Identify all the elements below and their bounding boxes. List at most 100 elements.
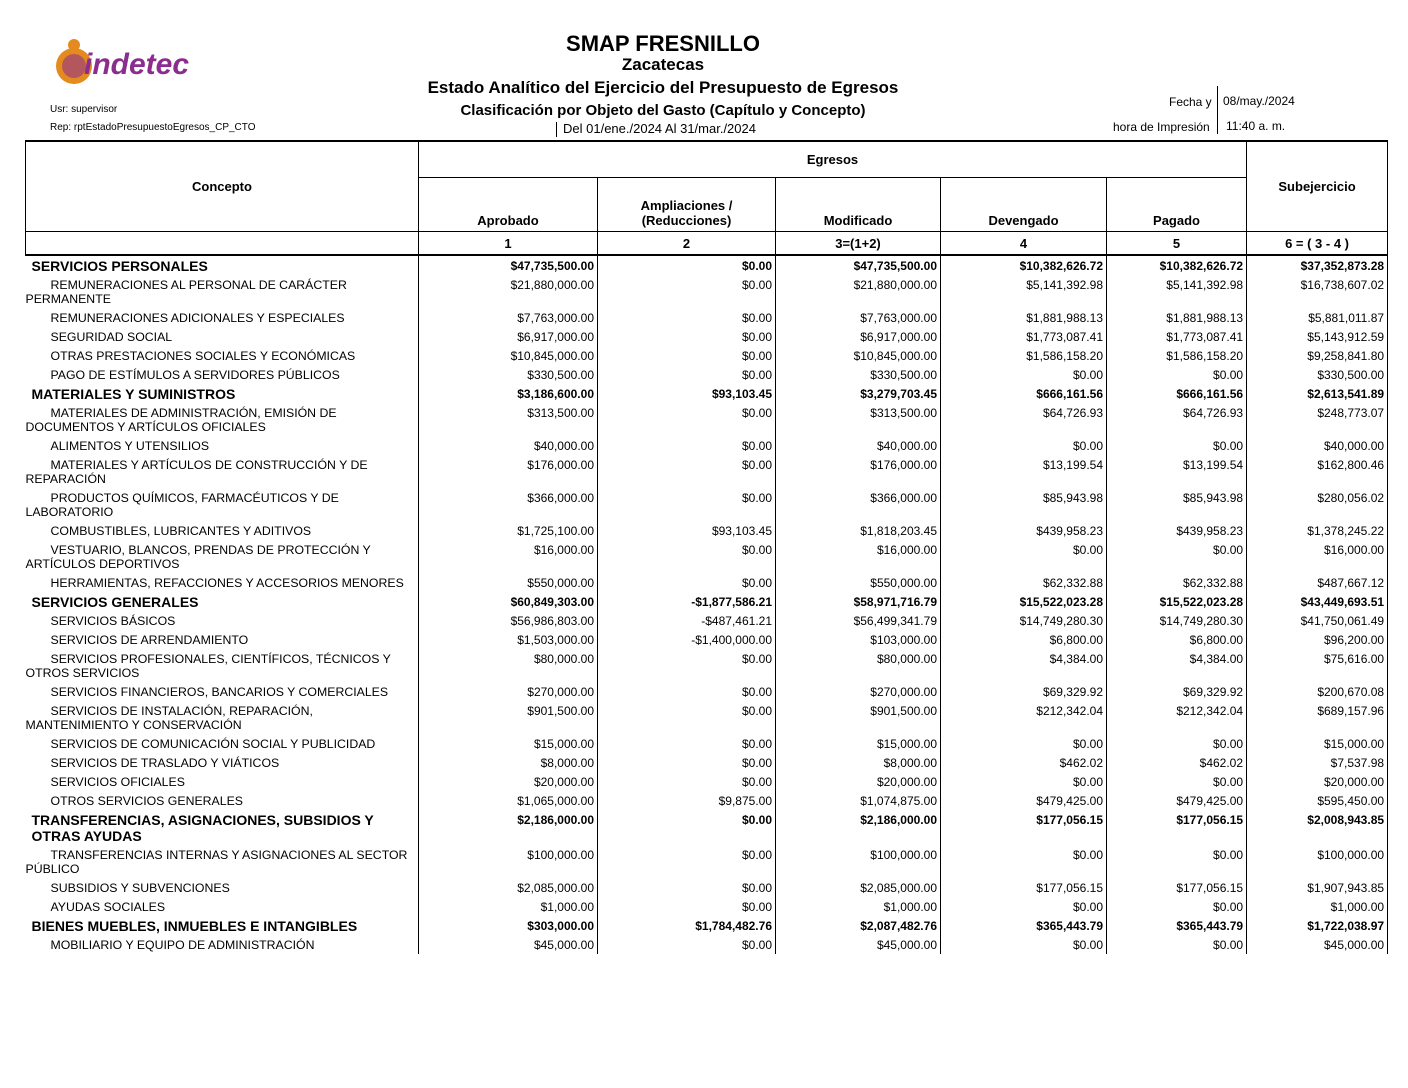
amount: $10,845,000.00 [775, 346, 941, 365]
amount: $330,500.00 [418, 365, 598, 384]
column-number: 5 [1105, 231, 1248, 256]
amount: $45,000.00 [775, 935, 941, 954]
header-cell [25, 231, 419, 256]
amount: $60,849,303.00 [418, 592, 598, 611]
amount: $1,773,087.41 [1105, 327, 1248, 346]
item-row: SERVICIOS DE ARRENDAMIENTO $1,503,000.00-… [26, 630, 1389, 649]
item-row: AYUDAS SOCIALES $1,000.00 $0.00 $1,000.00 $0… [26, 897, 1389, 916]
amount: $62,332.88 [1105, 573, 1248, 592]
amount: $1,773,087.41 [940, 327, 1107, 346]
amount: $15,522,023.28 [1105, 592, 1248, 611]
header-cell: Egresos [417, 140, 1248, 178]
amount: $47,735,500.00 [775, 255, 941, 275]
amount: $0.00 [597, 753, 776, 772]
amount: $2,186,000.00 [418, 810, 598, 845]
amount: $0.00 [597, 455, 776, 488]
amount: $177,056.15 [1105, 810, 1248, 845]
concept: SUBSIDIOS Y SUBVENCIONES [50, 881, 230, 895]
separator [1217, 86, 1218, 134]
amount: -$487,461.21 [597, 611, 776, 630]
amount: -$1,877,586.21 [597, 592, 776, 611]
concept: BIENES MUEBLES, INMUEBLES E INTANGIBLES [31, 918, 358, 934]
item-row: TRANSFERENCIAS INTERNAS Y ASIGNACIONES A… [26, 845, 1389, 878]
item-row: SERVICIOS OFICIALES $20,000.00 $0.00 $20,00… [26, 772, 1389, 791]
amount: $177,056.15 [940, 878, 1107, 897]
amount: $0.00 [597, 346, 776, 365]
amount: $20,000.00 [775, 772, 941, 791]
concept: SERVICIOS OFICIALES [50, 775, 185, 789]
amount: $6,800.00 [1105, 630, 1248, 649]
amount: $7,537.98 [1246, 753, 1389, 772]
amount: $20,000.00 [418, 772, 598, 791]
report-title: Estado Analítico del Ejercicio del Presu… [427, 78, 899, 97]
amount: $69,329.92 [940, 682, 1107, 701]
amount: $0.00 [597, 488, 776, 521]
amount: $666,161.56 [1105, 384, 1248, 403]
amount: $0.00 [597, 573, 776, 592]
amount: $103,000.00 [775, 630, 941, 649]
amount: $177,056.15 [1105, 878, 1248, 897]
amount: $0.00 [1105, 540, 1248, 573]
amount: $1,818,203.45 [775, 521, 941, 540]
amount: $366,000.00 [418, 488, 598, 521]
amount: $41,750,061.49 [1246, 611, 1389, 630]
concept: MATERIALES DE ADMINISTRACIÓN, EMISIÓN DE… [25, 406, 337, 434]
concept: SERVICIOS GENERALES [31, 594, 199, 610]
header-cell: Subejercicio [1246, 140, 1389, 232]
concept: TRANSFERENCIAS, ASIGNACIONES, SUBSIDIOS … [31, 812, 374, 844]
time-label: hora de Impresión [1113, 120, 1210, 134]
date-label: Fecha y [1169, 95, 1212, 109]
item-row: MATERIALES DE ADMINISTRACIÓN, EMISIÓN DE… [25, 403, 1389, 436]
date: 08/may./2024 [1223, 94, 1295, 108]
time: 11:40 a. m. [1226, 119, 1286, 133]
amount: $0.00 [597, 701, 776, 734]
amount: $0.00 [1105, 772, 1248, 791]
amount: $689,157.96 [1246, 701, 1389, 734]
amount: $45,000.00 [418, 935, 598, 954]
period: Del 01/ene./2024 Al 31/mar./2024 [563, 121, 756, 136]
concept: SERVICIOS FINANCIEROS, BANCARIOS Y COMER… [50, 685, 389, 699]
item-row: COMBUSTIBLES, LUBRICANTES Y ADITIVOS $1,7… [26, 521, 1389, 540]
amount: $1,074,875.00 [775, 791, 941, 810]
amount: $6,917,000.00 [775, 327, 941, 346]
amount: $0.00 [597, 682, 776, 701]
amount: $5,141,392.98 [940, 275, 1107, 308]
amount: $20,000.00 [1246, 772, 1389, 791]
amount: $303,000.00 [418, 916, 598, 935]
amount: $1,586,158.20 [1105, 346, 1248, 365]
amount: $15,000.00 [418, 734, 598, 753]
amount: $10,382,626.72 [940, 255, 1107, 275]
item-row: SERVICIOS BÁSICOS $56,986,803.00 -$487,461… [26, 611, 1389, 630]
amount: $85,943.98 [940, 488, 1107, 521]
amount: $0.00 [1105, 897, 1248, 916]
amount: $2,008,943.85 [1246, 810, 1389, 845]
section-row: TRANSFERENCIAS, ASIGNACIONES, SUBSIDIOS … [26, 810, 1389, 845]
amount: $5,141,392.98 [1105, 275, 1248, 308]
amount: $15,522,023.28 [940, 592, 1107, 611]
amount: $9,258,841.80 [1246, 346, 1389, 365]
logo-dots [62, 54, 86, 78]
amount: $3,186,600.00 [418, 384, 598, 403]
amount: $176,000.00 [418, 455, 598, 488]
amount: $0.00 [597, 365, 776, 384]
amount: $0.00 [940, 365, 1107, 384]
item-row: VESTUARIO, BLANCOS, PRENDAS DE PROTECCIÓ… [26, 540, 1389, 573]
amount: $6,917,000.00 [418, 327, 598, 346]
user: Usr: supervisor [50, 104, 118, 115]
item-row: SERVICIOS FINANCIEROS, BANCARIOS Y COMER… [26, 682, 1389, 701]
item-row: REMUNERACIONES AL PERSONAL DE CARÁCTER P… [26, 275, 1389, 308]
amount: $901,500.00 [775, 701, 941, 734]
amount: $0.00 [940, 935, 1107, 954]
concept: SERVICIOS DE INSTALACIÓN, REPARACIÓN, MA… [25, 704, 313, 732]
amount: $10,382,626.72 [1105, 255, 1248, 275]
concept: SERVICIOS PROFESIONALES, CIENTÍFICOS, TÉ… [25, 652, 391, 680]
header-cell: Ampliaciones / (Reducciones) [597, 177, 776, 232]
amount: $487,667.12 [1246, 573, 1389, 592]
amount: $0.00 [940, 897, 1107, 916]
item-row: REMUNERACIONES ADICIONALES Y ESPECIALES $… [26, 308, 1389, 327]
report-subtitle: Clasificación por Objeto del Gasto (Capí… [460, 102, 866, 119]
amount: $1,000.00 [1246, 897, 1389, 916]
amount: $43,449,693.51 [1246, 592, 1389, 611]
amount: $0.00 [1105, 365, 1248, 384]
amount: $15,000.00 [1246, 734, 1389, 753]
